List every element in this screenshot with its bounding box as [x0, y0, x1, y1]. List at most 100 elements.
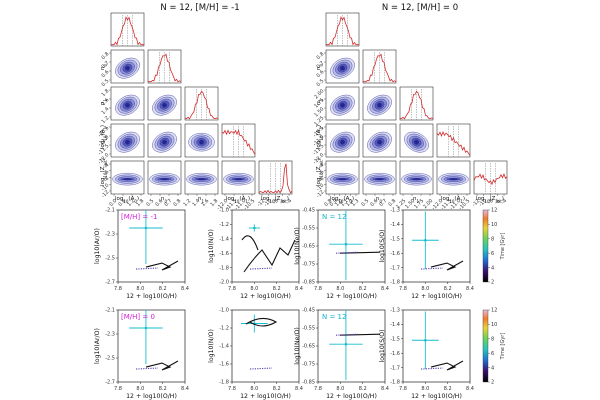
y-tick-label: -0.65 — [302, 244, 315, 250]
x-tick-label: 7.8 — [114, 386, 122, 392]
density-contour — [340, 65, 345, 71]
y-tick-label: -1.7 — [390, 265, 400, 271]
right-cell-4-3: -12.0-11.5-11.0-10.5 — [431, 160, 471, 211]
model-tracks — [245, 317, 278, 370]
colorbar-tick-label: 4 — [491, 365, 494, 371]
x-tick-label: 8.4 — [181, 286, 189, 292]
left-cell-4-2: 1.2 1.4 1.6 1.8 — [182, 160, 219, 208]
tick-label: 1.6 — [101, 97, 111, 107]
left-cell-3-2 — [184, 123, 219, 158]
x-tick-label: 8.4 — [295, 386, 303, 392]
left-cell-2-1 — [147, 86, 182, 121]
tick-label: -8 — [272, 198, 280, 206]
tick-label: 1.2 — [126, 198, 136, 208]
panel-2-2: 7.8 8.0 8.2 8.4 12 + log10(O/H) -1.0 -1.2 -1.4 -… — [208, 308, 303, 400]
annot-mh-0: [M/H] = 0 — [121, 313, 155, 321]
left-cell-1-0: 0.50.60.70.8 — [101, 49, 145, 88]
marginal-histogram — [221, 129, 256, 155]
corner-right-xlabels: log10(A0) n0 n1 log10(A1) log10(Zinit) — [330, 196, 504, 204]
left-cell-0-0 — [110, 12, 145, 47]
y-tick-label: -2.7 — [105, 380, 115, 386]
y-axis-label: log10(S/O) — [379, 329, 386, 362]
observation-errorbar — [329, 210, 363, 281]
tick-label: 1.2 — [101, 115, 111, 125]
corner-right-ylabels: n0 n1 log10(A1) log10(Zinit) — [316, 64, 324, 186]
track-line — [241, 235, 259, 251]
x-axis-label: 12 + log10(O/H) — [411, 393, 462, 400]
right-cell-4-1: 0.5 0.6 0.7 0.8 — [360, 160, 397, 208]
right-cell-1-1 — [362, 49, 397, 84]
xlabel-n0-left: n0 — [161, 196, 168, 204]
y-tick-label: -1.8 — [219, 380, 229, 386]
tick-label: 1.3 — [350, 198, 360, 208]
model-tracks — [335, 333, 381, 336]
y-tick-label: -0.55 — [302, 226, 315, 232]
x-tick-label: 8.4 — [381, 386, 389, 392]
density-contour — [125, 65, 130, 71]
density-contour — [199, 139, 204, 145]
x-tick-label: 8.0 — [136, 386, 144, 392]
y-tick-label: -0.75 — [302, 262, 315, 268]
tick-label: -10 — [315, 182, 325, 192]
colorbar-tick-label: 10 — [491, 222, 497, 228]
left-cell-3-1 — [147, 123, 182, 158]
tick-label: -10 — [478, 198, 488, 208]
tick-label: 1.4 — [101, 106, 111, 116]
ylabel-n1-left: n1 — [100, 99, 108, 106]
tick-label: 0.8 — [387, 198, 397, 208]
x-tick-label: 8.2 — [273, 286, 281, 292]
observation-errorbar — [129, 310, 163, 364]
x-tick-label: 8.2 — [444, 386, 452, 392]
x-axis-label: 12 + log10(O/H) — [240, 393, 291, 400]
density-contour — [162, 102, 167, 108]
y-tick-label: -0.85 — [302, 380, 315, 386]
track-line — [145, 360, 179, 371]
ylabel-a1-left: log10(A1) — [100, 125, 108, 149]
y-tick-label: -0.55 — [302, 326, 315, 332]
x-axis-label: 12 + log10(O/H) — [326, 393, 377, 400]
obs-point — [144, 226, 148, 230]
marginal-histogram — [399, 90, 434, 120]
tick-label: 1.2 — [182, 198, 192, 208]
x-axis-label: 12 + log10(O/H) — [411, 293, 462, 300]
right-cell-1-0: 0.50.60.70.8 — [316, 49, 360, 88]
tick-label: -4 — [103, 162, 111, 170]
y-tick-label: -1.0 — [219, 308, 229, 314]
x-tick-label: 7.8 — [228, 386, 236, 392]
density-contour — [340, 102, 345, 108]
density-contour — [340, 139, 345, 145]
colorbar-2: 2 4 6 8 10 12 Time [Gyr] — [482, 308, 506, 386]
y-tick-label: -2.1 — [105, 208, 115, 214]
model-tracks — [135, 260, 179, 271]
panel-1-3: 7.8 8.0 8.2 8.4 12 + log10(O/H) -0.45 -0.55 -0.… — [294, 208, 389, 300]
x-tick-label: 8.0 — [136, 286, 144, 292]
density-contour — [234, 178, 243, 181]
y-tick-label: -0.65 — [302, 344, 315, 350]
y-tick-label: -2.0 — [219, 280, 229, 286]
ylabel-z-right: log10(Zinit) — [316, 158, 324, 186]
y-tick-label: -2.3 — [105, 332, 115, 338]
y-tick-label: -1.4 — [390, 222, 400, 228]
y-tick-label: -0.75 — [302, 362, 315, 368]
y-tick-label: -2.7 — [105, 280, 115, 286]
colorbar-label: Time [Gyr] — [500, 233, 506, 261]
tick-label: 0.6 — [101, 69, 111, 79]
right-cell-4-4: -12-10-8-6-4 — [471, 160, 508, 208]
y-tick-label: -1.8 — [219, 265, 229, 271]
y-tick-label: -2.5 — [105, 356, 115, 362]
x-tick-label: 8.0 — [336, 386, 344, 392]
xlabel-n0-right: n0 — [376, 196, 383, 204]
y-axis-label: log10(S/O) — [379, 229, 386, 262]
panel-frame — [117, 309, 186, 383]
y-axis-label: log10(N/O) — [208, 329, 215, 363]
annot-n12-top: N = 12 — [322, 213, 346, 221]
colorbar-gradient — [482, 309, 489, 383]
obs-point — [424, 338, 427, 342]
xlabel-z-right: log10(Zinit) — [476, 196, 504, 204]
panel-frame — [317, 209, 386, 283]
tick-label: -12 — [315, 189, 325, 199]
left-cell-2-2 — [184, 86, 219, 121]
panel-frame — [317, 309, 386, 383]
tick-label: -4 — [500, 198, 508, 206]
left-cell-4-3: -12.0-11.5-11.0-10.5 — [216, 160, 256, 211]
